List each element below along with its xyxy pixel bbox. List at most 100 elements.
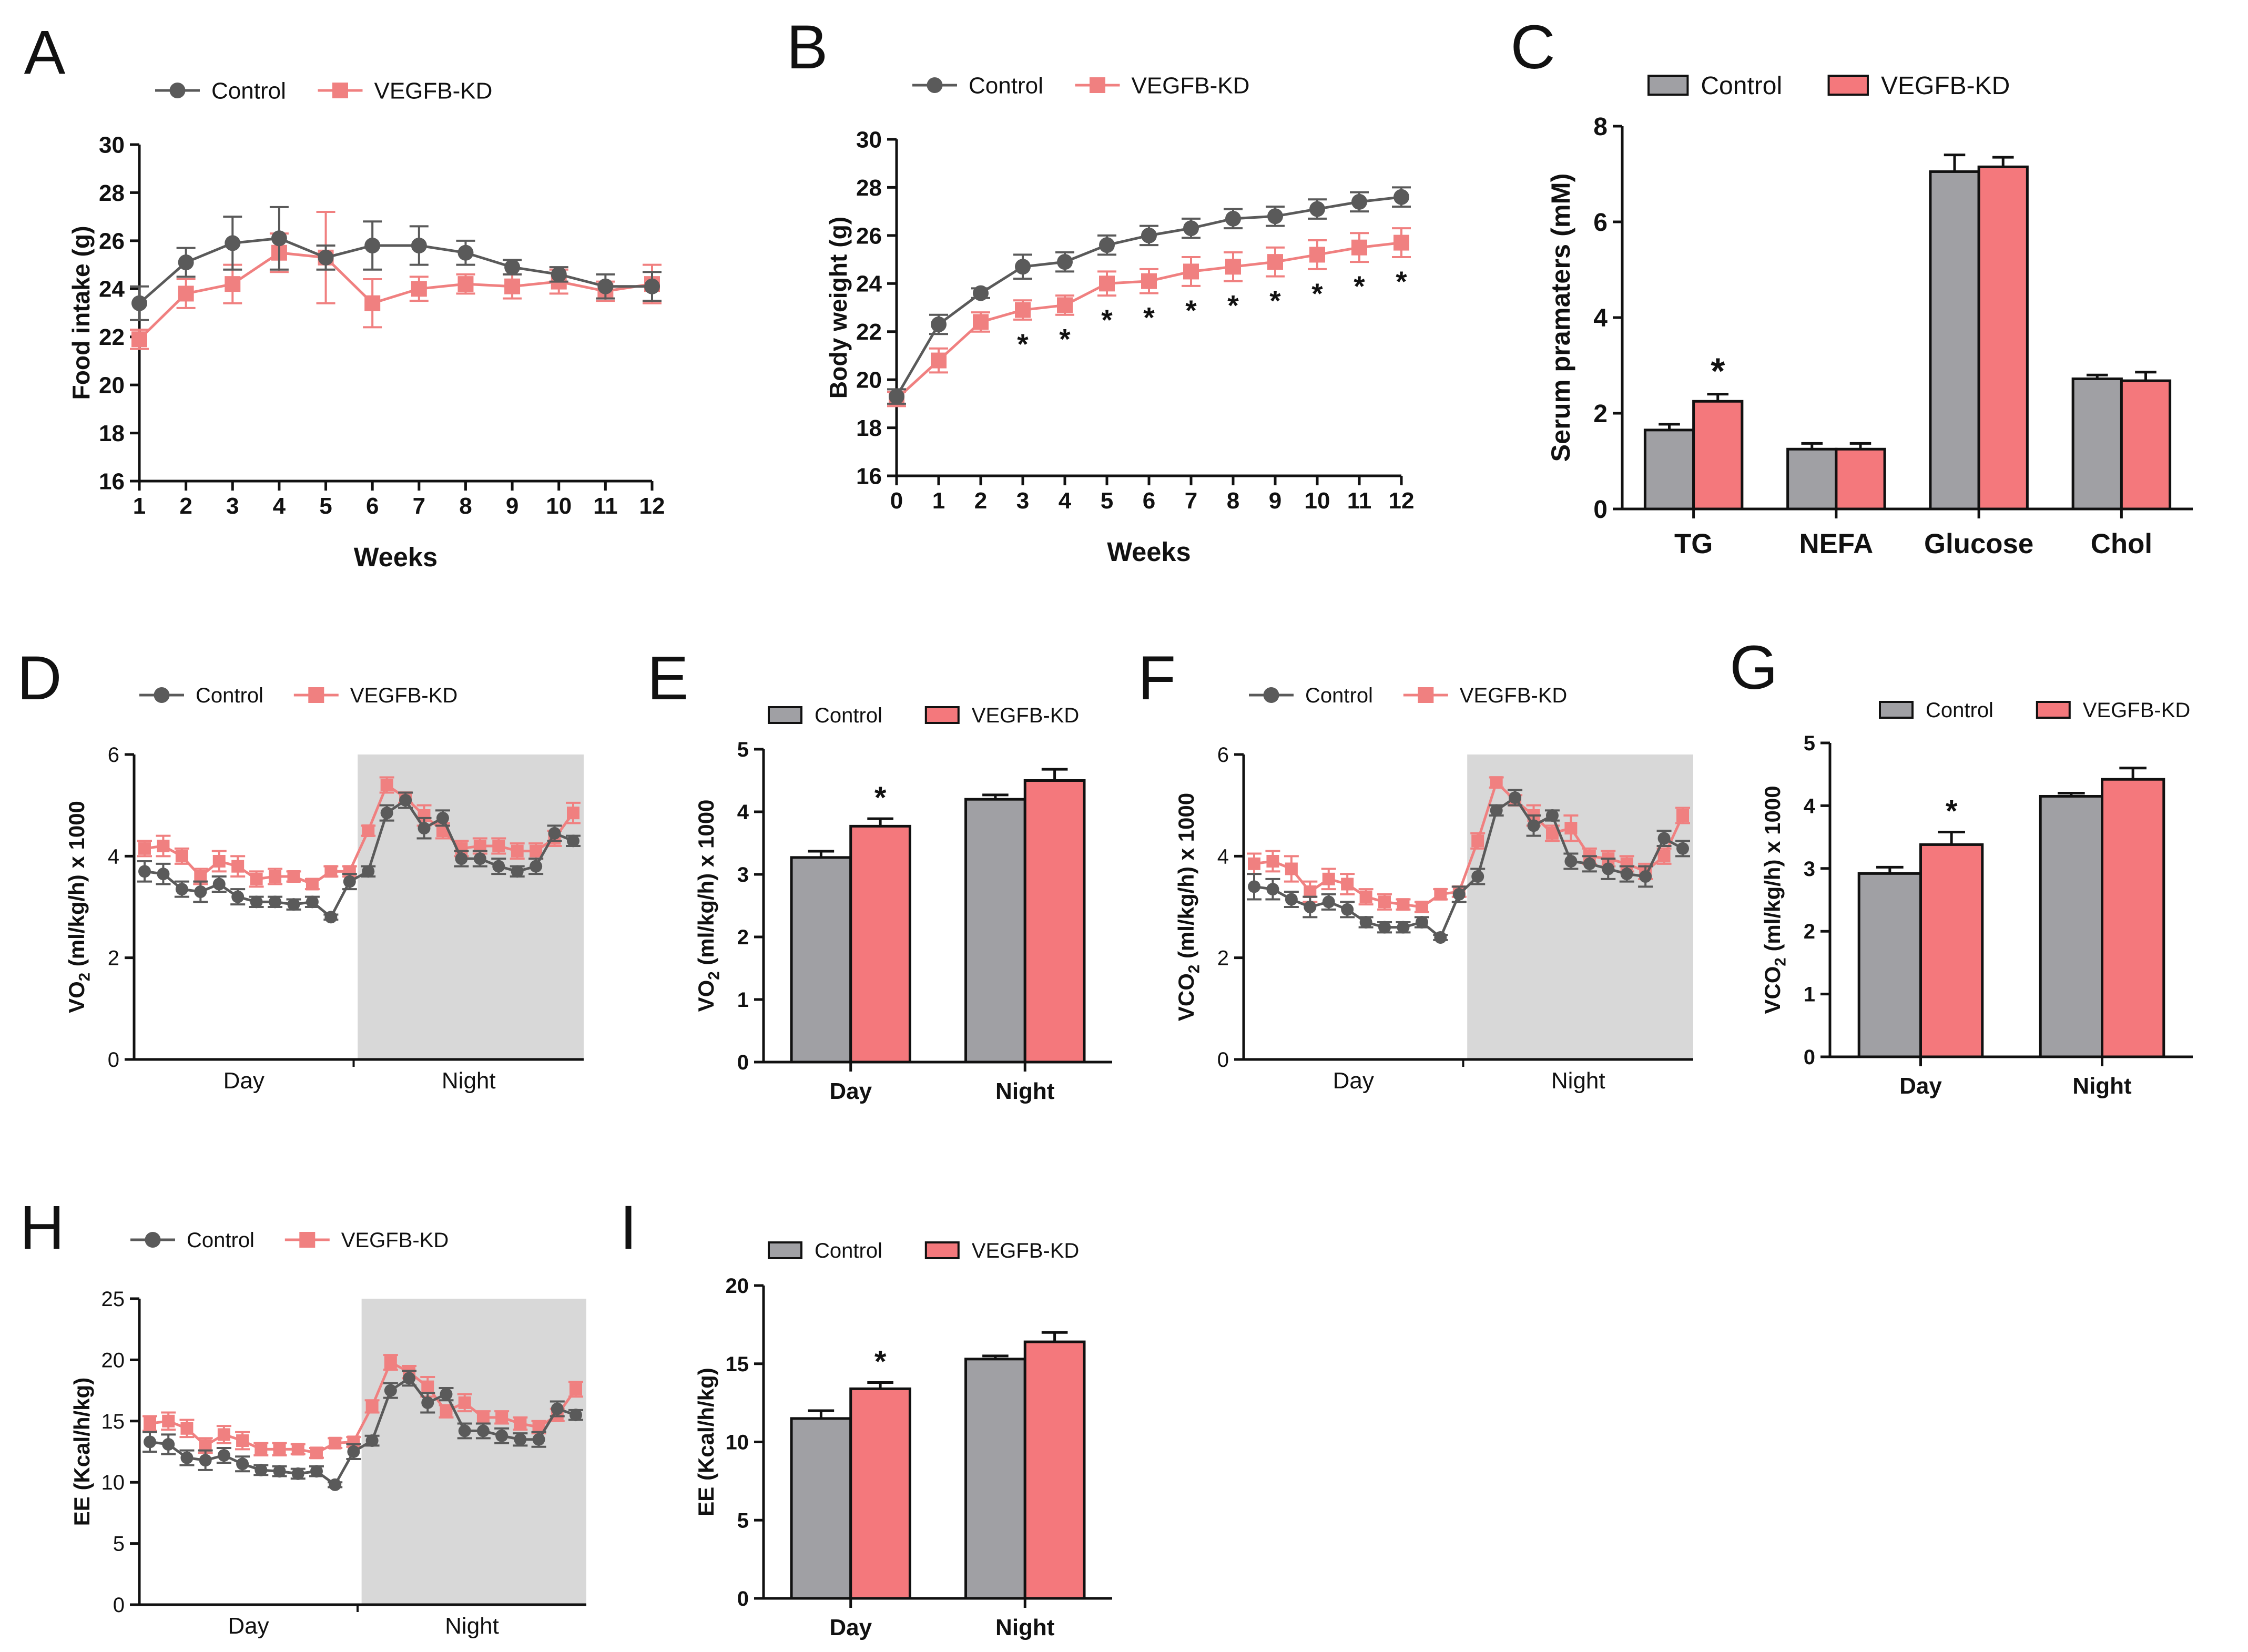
A-control-point bbox=[457, 244, 474, 261]
H-control-point bbox=[180, 1451, 194, 1464]
H-control-point bbox=[236, 1457, 249, 1471]
I-bar-kd bbox=[849, 1387, 911, 1600]
H-control-point bbox=[144, 1435, 156, 1449]
E-y-axis-title: VO2 (ml/kg/h) x 1000 bbox=[694, 800, 723, 1012]
F-control-point bbox=[1676, 842, 1689, 855]
D-control-point bbox=[194, 885, 207, 898]
B-kd-point bbox=[1225, 259, 1241, 275]
G-y-tick-label: 5 bbox=[1804, 732, 1815, 755]
B-significance-marker: * bbox=[1101, 303, 1113, 336]
D-control-point bbox=[157, 868, 170, 881]
panel-label-f: F bbox=[1138, 644, 1176, 713]
B-kd-point bbox=[1267, 254, 1283, 270]
A-x-tick-label: 5 bbox=[319, 493, 332, 519]
D-kd-point bbox=[511, 844, 524, 858]
A-y-tick-label: 18 bbox=[99, 421, 125, 446]
B-kd-point bbox=[1099, 276, 1115, 292]
I-bar-kd bbox=[1023, 1340, 1086, 1600]
C-bar-control bbox=[2071, 377, 2123, 511]
A-control-point bbox=[318, 249, 334, 266]
B-control-point bbox=[973, 285, 989, 301]
A-legend-control-label: Control bbox=[211, 78, 286, 104]
B-control-point bbox=[889, 389, 904, 405]
H-kd-point bbox=[236, 1434, 249, 1447]
F-kd-point bbox=[1657, 850, 1671, 863]
E-legend-control-swatch bbox=[768, 706, 802, 724]
D-control-point bbox=[212, 878, 226, 891]
H-kd-point bbox=[495, 1411, 508, 1424]
F-x-phase-day: Day bbox=[1333, 1068, 1374, 1094]
B-x-tick-label: 11 bbox=[1347, 488, 1372, 514]
G-bar-control bbox=[1857, 872, 1922, 1058]
A-control-point bbox=[271, 230, 287, 247]
C-bar-kd bbox=[2120, 379, 2172, 511]
E-bar-control bbox=[964, 798, 1026, 1064]
B-legend-kd-marker bbox=[1089, 77, 1105, 93]
I-y-tick-label: 10 bbox=[726, 1431, 749, 1454]
H-control-point bbox=[365, 1434, 379, 1447]
D-control-point bbox=[324, 911, 338, 924]
D-control-point bbox=[343, 875, 356, 888]
H-control-point bbox=[291, 1467, 304, 1480]
H-kd-point bbox=[162, 1414, 175, 1427]
D-kd-point bbox=[530, 844, 543, 858]
I-legend-control-label: Control bbox=[815, 1239, 882, 1262]
B-y-tick-label: 16 bbox=[856, 463, 882, 489]
H-y-tick-label: 20 bbox=[101, 1349, 125, 1372]
H-control-point bbox=[310, 1465, 323, 1478]
H-night-shade bbox=[361, 1299, 586, 1605]
A-y-tick-label: 28 bbox=[99, 180, 125, 206]
H-legend-control-marker bbox=[145, 1232, 161, 1248]
C-bar-control bbox=[1643, 429, 1695, 511]
H-x-phase-night: Night bbox=[445, 1613, 499, 1639]
C-legend-control-swatch bbox=[1647, 75, 1689, 96]
I-bar-control bbox=[964, 1358, 1026, 1600]
B-kd-point bbox=[931, 352, 947, 369]
I-significance-marker: * bbox=[874, 1344, 887, 1379]
F-y-tick-label: 6 bbox=[1217, 743, 1229, 767]
G-legend-kd-label: VEGFB-KD bbox=[2083, 699, 2190, 722]
F-y-tick-label: 0 bbox=[1217, 1048, 1229, 1072]
H-legend-control-label: Control bbox=[187, 1229, 255, 1252]
B-y-tick-label: 18 bbox=[856, 415, 882, 441]
C-y-axis-title: Serum pramaters (mM) bbox=[1545, 174, 1575, 462]
C-x-tick-label: Chol bbox=[2091, 528, 2152, 559]
D-y-axis-title: VO2 (ml/kg/h) x 1000 bbox=[64, 801, 94, 1013]
A-legend-kd-label: VEGFB-KD bbox=[374, 78, 492, 104]
D-control-point bbox=[548, 827, 561, 840]
B-x-tick-label: 3 bbox=[1016, 488, 1029, 514]
panel-h: H Control VEGFB-KD 0 5 10 15 20 25 EE (Kcal/h/kg)… bbox=[19, 1193, 586, 1639]
A-x-tick-label: 1 bbox=[133, 493, 146, 519]
A-x-axis-title: Weeks bbox=[354, 542, 438, 572]
H-kd-point bbox=[476, 1411, 490, 1424]
D-control-point bbox=[399, 794, 412, 807]
F-kd-point bbox=[1397, 898, 1410, 911]
B-significance-marker: * bbox=[1059, 323, 1071, 355]
A-control-point bbox=[364, 238, 381, 253]
B-control-point bbox=[1309, 201, 1325, 217]
A-kd-point bbox=[131, 331, 147, 348]
D-y-tick-label: 2 bbox=[108, 947, 119, 970]
B-kd-point bbox=[1393, 234, 1409, 251]
F-control-point bbox=[1657, 832, 1671, 845]
H-kd-point bbox=[421, 1380, 434, 1393]
A-y-axis-title: Food intake (g) bbox=[67, 226, 95, 400]
H-control-point bbox=[255, 1463, 268, 1476]
D-y-tick-label: 4 bbox=[108, 845, 119, 868]
F-control-point bbox=[1452, 888, 1466, 901]
D-kd-point bbox=[212, 855, 226, 868]
panel-g: G Control VEGFB-KD 0 1 2 3 4 5 VCO2 (ml/kg/h) x 1… bbox=[1730, 633, 2193, 1099]
F-night-shade bbox=[1467, 754, 1693, 1059]
C-legend-kd-label: VEGFB-KD bbox=[1881, 72, 2010, 100]
C-y-tick-label: 4 bbox=[1593, 304, 1608, 332]
A-y-tick-label: 20 bbox=[99, 373, 125, 399]
D-y-tick-label: 6 bbox=[108, 743, 119, 767]
E-y-tick-label: 1 bbox=[737, 988, 749, 1012]
H-control-point bbox=[217, 1449, 230, 1462]
H-control-point bbox=[273, 1465, 286, 1478]
B-kd-point bbox=[1309, 247, 1325, 263]
H-control-point bbox=[476, 1424, 490, 1437]
A-x-tick-label: 3 bbox=[226, 493, 239, 519]
A-control-point bbox=[225, 235, 241, 251]
